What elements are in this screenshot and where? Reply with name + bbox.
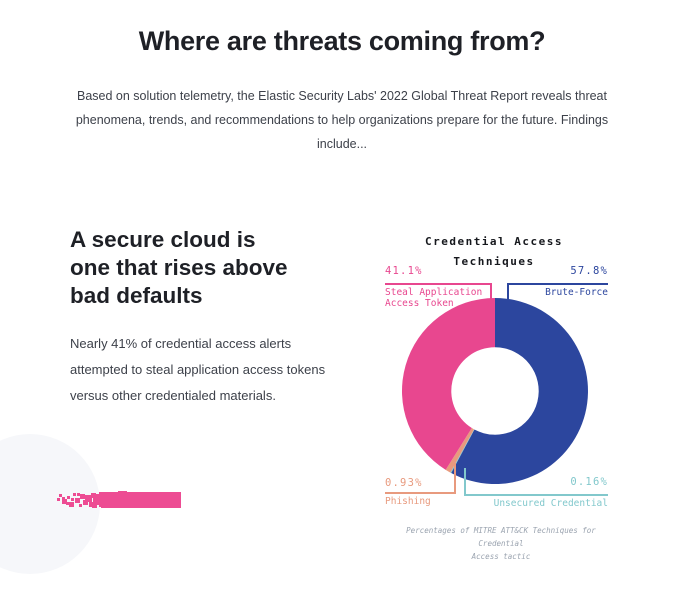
section-heading: A secure cloud is one that rises above b…	[70, 226, 350, 310]
chart-title: Credential Access Techniques	[385, 232, 603, 272]
donut-slice-unsecured-credential	[450, 429, 475, 474]
chart-caption-line: Access tactic	[471, 552, 531, 561]
bar-solid-segment	[101, 492, 181, 508]
donut-chart-graphic	[401, 298, 588, 484]
slice-label-phishing: Phishing	[385, 496, 431, 507]
slice-percent-brute-force: 57.8%	[570, 265, 608, 277]
bar-scribble-texture	[57, 498, 60, 501]
leader-connector-unsecured-credential	[464, 468, 466, 495]
donut-chart: Credential Access Techniques 41.1% Steal…	[385, 230, 684, 565]
section-body: Nearly 41% of credential access alerts a…	[70, 336, 326, 403]
leader-line-steal-app-token	[385, 283, 492, 285]
chart-title-line: Credential Access	[424, 235, 564, 248]
slice-label-steal-app-token: Steal Application Access Token	[385, 287, 483, 309]
leader-connector-phishing	[454, 463, 456, 493]
leader-connector-steal-app-token	[490, 283, 492, 302]
section-heading-line: bad defaults	[70, 283, 203, 308]
slice-percent-unsecured-credential: 0.16%	[570, 476, 608, 488]
chart-caption-line: Percentages of MITRE ATT&CK Techniques f…	[406, 526, 596, 548]
slice-label-brute-force: Brute-Force	[545, 287, 608, 298]
section-heading-line: A secure cloud is	[70, 227, 256, 252]
chart-caption: Percentages of MITRE ATT&CK Techniques f…	[385, 524, 617, 563]
leader-line-unsecured-credential	[464, 494, 608, 496]
pink-accent-bar	[57, 492, 181, 508]
donut-slice-steal-application-access-token	[401, 298, 495, 470]
page-title: Where are threats coming from?	[138, 26, 546, 56]
donut-slice-phishing	[445, 428, 475, 473]
donut-slice-brute-force	[451, 298, 588, 484]
slice-label-unsecured-credential: Unsecured Credential	[493, 498, 608, 509]
intro-text: Based on solution telemetry, the Elastic…	[75, 89, 609, 151]
leader-connector-brute-force	[507, 283, 509, 300]
leader-line-brute-force	[507, 283, 608, 285]
slice-percent-steal-app-token: 41.1%	[385, 265, 423, 277]
leader-line-phishing	[385, 492, 456, 494]
chart-title-line: Techniques	[453, 255, 535, 268]
section-heading-line: one that rises above	[70, 255, 288, 280]
slice-percent-phishing: 0.93%	[385, 477, 423, 489]
